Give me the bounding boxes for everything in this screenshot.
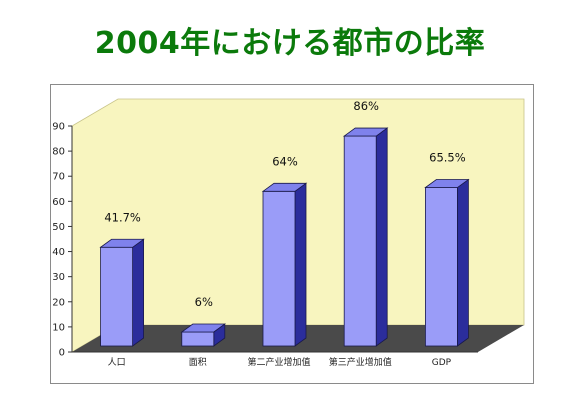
- y-tick-label: 30: [52, 272, 65, 283]
- x-tick-label: 人口: [108, 357, 126, 368]
- data-label: 86%: [353, 99, 379, 113]
- y-tick-label: 20: [52, 297, 65, 308]
- data-label: 64%: [272, 154, 298, 168]
- data-label: 41.7%: [104, 210, 141, 224]
- x-tick-label: GDP: [432, 358, 452, 368]
- bar: [181, 331, 215, 347]
- x-tick-label: 面积: [189, 356, 207, 368]
- bar: [343, 135, 377, 347]
- bar-side: [294, 182, 307, 347]
- y-tick-label: 90: [52, 122, 65, 133]
- bar-side: [132, 238, 145, 347]
- bar-top: [99, 238, 145, 248]
- bar-side: [456, 178, 469, 347]
- bar-top: [342, 127, 389, 137]
- y-tick-label: 0: [59, 348, 65, 359]
- y-tick-label: 70: [52, 172, 65, 183]
- y-tick-label: 80: [52, 147, 65, 158]
- bar-top: [424, 179, 470, 188]
- page-title: 2004年における都市の比率: [94, 26, 486, 61]
- data-label: 6%: [195, 295, 213, 309]
- y-tick-label: 60: [52, 197, 65, 208]
- bar-top: [261, 182, 308, 192]
- bar: [424, 187, 458, 347]
- y-tick-label: 40: [52, 247, 65, 258]
- data-label: 65.5%: [429, 151, 466, 165]
- bar: [100, 246, 133, 347]
- y-tick-label: 50: [52, 222, 65, 233]
- x-tick-label: 第二产业增加值: [247, 356, 310, 368]
- y-tick-label: 10: [52, 322, 65, 333]
- bar: [262, 190, 296, 347]
- bar-top: [180, 323, 227, 333]
- x-tick-label: 第三产业增加值: [329, 356, 392, 368]
- bar-side: [375, 127, 388, 347]
